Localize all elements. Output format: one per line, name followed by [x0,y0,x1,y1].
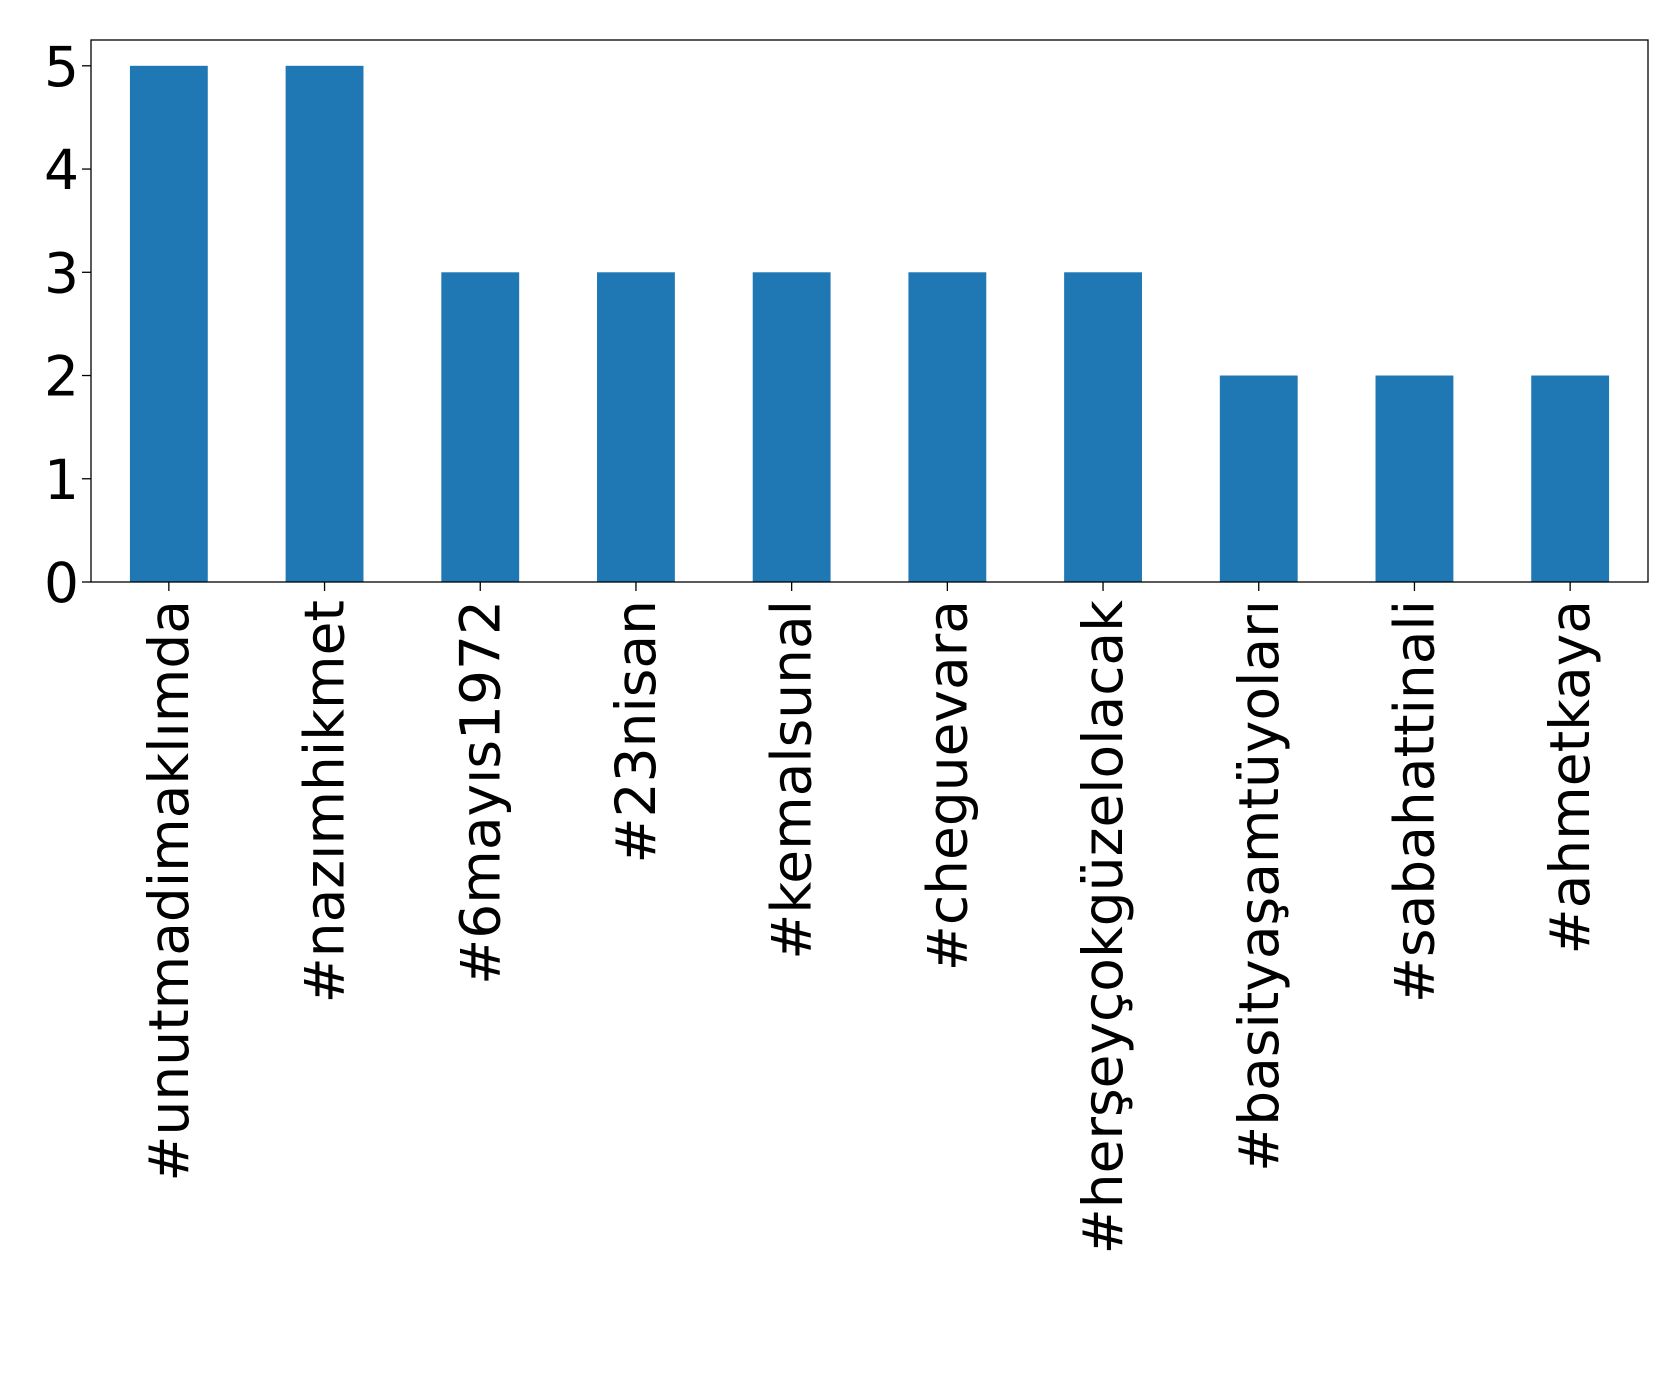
bar-8 [1375,375,1454,582]
bar-7 [1219,375,1298,582]
x-axis: #unutmadimaklımda #nazımhikmet #6mayıs1972… [137,582,1602,1254]
bar-0 [129,65,208,583]
x-tick-label-6: #herşeyçokgüzelolacak [1071,600,1135,1255]
y-axis: 0 1 2 3 4 5 [44,35,91,615]
y-tick-label-5: 5 [44,35,79,99]
bar-3 [597,272,675,582]
bar-2 [441,272,520,582]
bar-5 [908,272,987,582]
x-tick-label-4: #kemalsunal [760,600,824,960]
bar-9 [1531,375,1610,582]
bar-6 [1064,272,1142,582]
x-tick-label-3: #23nisan [604,600,668,863]
plot-frame [90,39,1649,583]
x-tick-label-5: #cheguevara [915,600,979,971]
y-tick-label-1: 1 [44,448,79,512]
x-tick-label-0: #unutmadimaklımda [137,600,201,1182]
x-tick-label-9: #ahmetkaya [1538,600,1602,954]
bar-1 [285,65,364,583]
y-tick-label-0: 0 [44,551,79,615]
y-tick-label-3: 3 [44,241,79,305]
x-tick-label-1: #nazımhikmet [293,600,357,1003]
x-tick-label-7: #basityaşamtüyoları [1227,600,1291,1172]
y-tick-label-4: 4 [44,138,79,202]
x-tick-label-8: #sabahattinali [1382,600,1446,1003]
y-tick-label-2: 2 [44,345,79,409]
bars-layer [129,65,1610,583]
bar-4 [752,272,831,582]
x-tick-label-2: #6mayıs1972 [448,600,512,985]
